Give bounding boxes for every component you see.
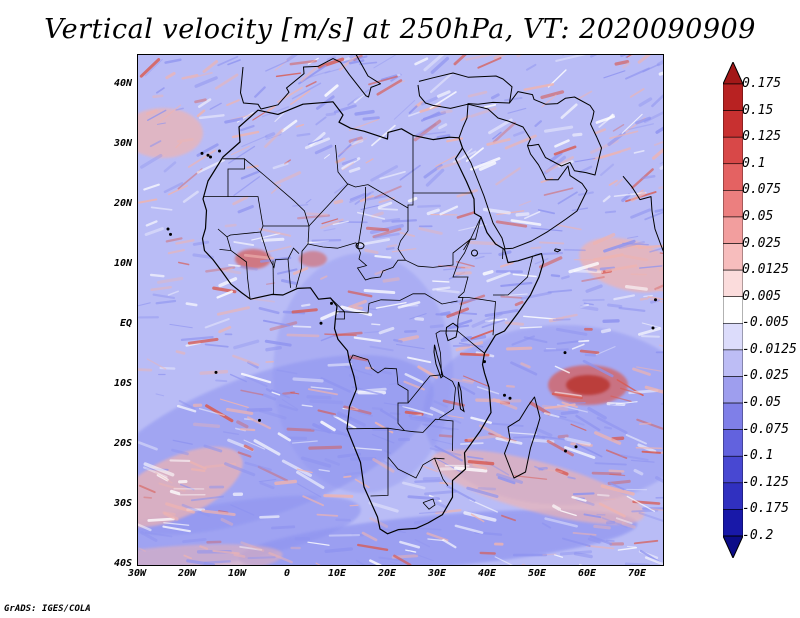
colorbar-bin	[723, 376, 743, 404]
colorbar-top-arrow	[723, 62, 743, 85]
colorbar-label: -0.005	[742, 315, 789, 331]
lon-label: 30W	[127, 568, 147, 579]
colorbar-label: 0.05	[742, 208, 774, 224]
lat-label: 10N	[113, 258, 132, 269]
colorbar-label: 0.175	[742, 76, 782, 91]
colorbar	[723, 62, 743, 558]
colorbar-bin	[723, 216, 743, 244]
lat-label: 30N	[113, 138, 132, 149]
colorbar-bin	[723, 509, 743, 537]
colorbar-bin	[723, 269, 743, 298]
lat-label: 30S	[113, 498, 132, 509]
colorbar-label: 0.005	[742, 288, 782, 304]
colorbar-bin	[723, 482, 743, 510]
lon-label: 10W	[227, 568, 247, 579]
map-title: Vertical velocity [m/s] at 250hPa, VT: 2…	[44, 14, 756, 45]
colorbar-bin	[723, 402, 743, 430]
colorbar-label: -0.075	[742, 421, 789, 437]
velocity-field-map	[138, 55, 663, 565]
colorbar-label: 0.0125	[742, 262, 789, 278]
colorbar-label: 0.15	[742, 102, 774, 118]
lakes	[355, 242, 478, 413]
colorbar-bin	[723, 190, 743, 218]
lat-label: 20S	[113, 438, 132, 449]
colorbar-label: 0.1	[742, 155, 766, 171]
colorbar-label: -0.175	[742, 501, 789, 517]
velocity-streaks	[138, 55, 663, 565]
colorbar-label: 0.025	[742, 235, 782, 251]
colorbar-bin	[723, 349, 743, 377]
credit-label: GrADS: IGES/COLA	[4, 604, 91, 614]
colorbar-bin	[723, 83, 743, 111]
lat-label: 10S	[113, 378, 132, 389]
lat-label: 40S	[113, 558, 132, 569]
lat-label: EQ	[119, 318, 132, 329]
map-panel	[137, 54, 664, 566]
colorbar-bin	[723, 110, 743, 138]
colorbar-label: -0.125	[742, 474, 789, 490]
lon-label: 20W	[177, 568, 197, 579]
lat-label: 40N	[113, 78, 132, 89]
islands	[166, 149, 657, 453]
colorbar-label: -0.2	[742, 528, 774, 543]
lon-label: 0	[283, 568, 291, 579]
colorbar-bin	[723, 296, 743, 324]
lon-label: 30E	[427, 568, 447, 579]
colorbar-label: 0.075	[742, 182, 782, 198]
colorbar-label: -0.1	[742, 448, 774, 464]
colorbar-label: -0.05	[742, 395, 782, 411]
colorbar-bin	[723, 243, 743, 271]
lon-label: 40E	[477, 568, 497, 579]
colorbar-bin	[723, 429, 743, 457]
lon-label: 60E	[577, 568, 597, 579]
country-borders	[203, 135, 533, 510]
lon-label: 50E	[527, 568, 547, 579]
lat-label: 20N	[113, 198, 132, 209]
colorbar-label: -0.025	[742, 368, 789, 384]
colorbar-label: -0.0125	[742, 341, 797, 357]
lon-label: 10E	[327, 568, 347, 579]
colorbar-bin	[723, 455, 743, 484]
coastline	[201, 55, 663, 535]
colorbar-bin	[723, 322, 743, 351]
lon-label: 20E	[377, 568, 397, 579]
colorbar-bottom-arrow	[723, 535, 743, 558]
lon-label: 70E	[627, 568, 647, 579]
colorbar-bin	[723, 136, 743, 165]
colorbar-label: 0.125	[742, 129, 782, 145]
colorbar-bin	[723, 163, 743, 191]
